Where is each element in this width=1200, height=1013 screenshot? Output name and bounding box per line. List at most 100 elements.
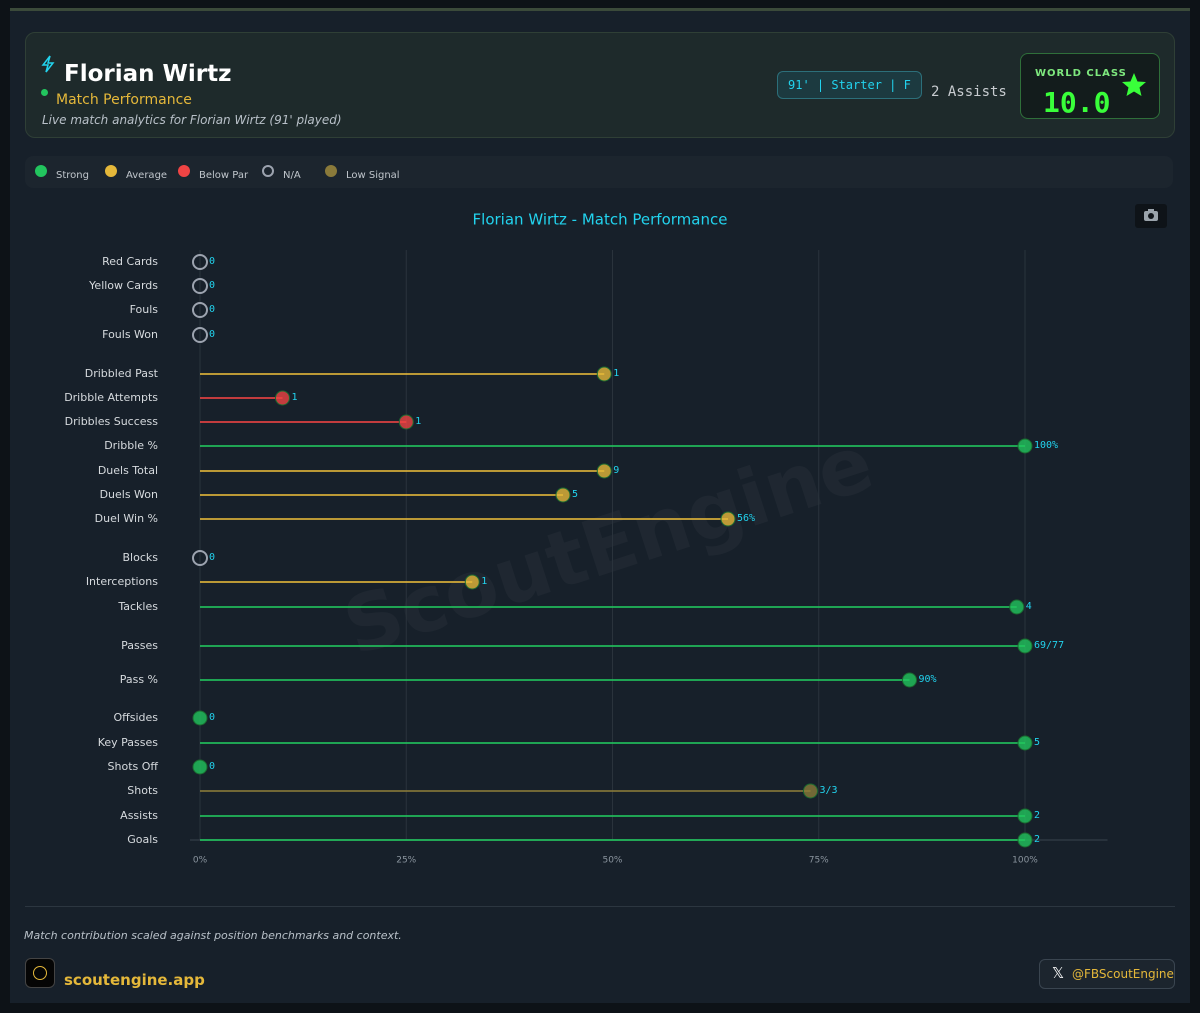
legend-label: Average [126, 170, 168, 181]
legend-swatch [35, 165, 47, 177]
stat-label: 1 [613, 368, 619, 379]
dot [464, 574, 480, 590]
legend-label: Below Par [199, 170, 249, 181]
legend-swatch [262, 165, 274, 177]
stat-label: 3/3 [820, 785, 838, 796]
stat-label: 1 [292, 392, 298, 403]
y-tick-label: Goals [127, 833, 158, 846]
y-tick-label: Shots Off [108, 760, 159, 773]
y-tick-label: Dribbles Success [65, 415, 159, 428]
stat-label: 5 [1034, 737, 1040, 748]
x-tick-label: 75% [809, 856, 829, 866]
dot [1017, 832, 1033, 848]
live-dot [41, 89, 48, 96]
stat-label: 2 [1034, 834, 1040, 845]
header-card: Florian Wirtz Match Performance Live mat… [25, 32, 1175, 138]
dot [596, 366, 612, 382]
y-tick-label: Red Cards [102, 255, 158, 268]
y-tick-label: Pass % [120, 673, 158, 686]
dot [192, 550, 208, 566]
dot [1017, 735, 1033, 751]
y-tick-label: Dribble % [104, 439, 158, 452]
y-tick-label: Fouls Won [102, 328, 158, 341]
dot [555, 487, 571, 503]
x-icon: 𝕏 [1052, 964, 1065, 982]
stat-label: 0 [209, 304, 215, 315]
y-tick-label: Passes [121, 639, 158, 652]
bolt-icon [41, 55, 55, 73]
stat-label: 2 [1034, 810, 1040, 821]
dot [398, 414, 414, 430]
stat-label: 0 [209, 761, 215, 772]
y-tick-label: Duel Win % [95, 512, 158, 525]
player-name: Florian Wirtz [64, 61, 232, 87]
stat-label: 9 [613, 465, 619, 476]
handle-text: @FBScoutEngine [1072, 967, 1174, 981]
rating: 10.0 [1043, 86, 1111, 119]
dot [1017, 638, 1033, 654]
dot [192, 302, 208, 318]
legend-label: Low Signal [346, 170, 400, 181]
dot [596, 463, 612, 479]
stat-label: 0 [209, 329, 215, 340]
stat-label: 0 [209, 256, 215, 267]
stat-label: 0 [209, 552, 215, 563]
match-badge: 91' | Starter | F [777, 71, 922, 99]
stat-label: 1 [415, 416, 421, 427]
y-tick-label: Tackles [117, 600, 158, 613]
site-link[interactable]: scoutengine.app [64, 971, 205, 989]
stat-label: 0 [209, 280, 215, 291]
legend-label: N/A [283, 170, 301, 181]
y-tick-label: Interceptions [86, 575, 158, 588]
stat-label: 90% [919, 674, 937, 685]
stat-label: 56% [737, 513, 755, 524]
legend-swatch [178, 165, 190, 177]
dot [275, 390, 290, 406]
camera-button[interactable] [1135, 204, 1167, 228]
y-tick-label: Offsides [113, 711, 158, 724]
logo [25, 958, 55, 988]
y-tick-label: Yellow Cards [88, 279, 158, 292]
dot [1017, 808, 1033, 824]
stat-label: 69/77 [1034, 640, 1064, 651]
dot [902, 672, 917, 688]
legend-swatch [325, 165, 337, 177]
stat-label: 5 [572, 489, 578, 500]
x-tick-label: 100% [1012, 856, 1038, 866]
dot [803, 783, 818, 799]
stat-label: 1 [481, 576, 487, 587]
x-tick-label: 0% [193, 856, 208, 866]
y-tick-label: Dribbled Past [85, 367, 159, 380]
dot [192, 759, 208, 775]
rating-card: WORLD CLASS 10.0 [1020, 53, 1160, 119]
y-tick-label: Blocks [123, 551, 159, 564]
social-handle[interactable]: 𝕏 @FBScoutEngine [1039, 959, 1175, 989]
dot [192, 710, 208, 726]
y-tick-label: Duels Won [100, 488, 158, 501]
dot [720, 511, 736, 527]
y-tick-label: Assists [120, 809, 158, 822]
dot [192, 254, 208, 270]
y-tick-label: Fouls [130, 303, 159, 316]
stat-label: 100% [1034, 440, 1058, 451]
legend: Strong Average Below Par N/A Low Signal [25, 156, 1173, 188]
y-tick-label: Key Passes [98, 736, 159, 749]
divider [25, 906, 1175, 907]
subtitle: Match Performance [56, 92, 192, 108]
footer-note: Match contribution scaled against positi… [24, 929, 402, 942]
stat-label: 4 [1026, 601, 1032, 612]
y-tick-label: Dribble Attempts [64, 391, 158, 404]
y-tick-label: Shots [127, 784, 158, 797]
dot [192, 327, 208, 343]
rating-label: WORLD CLASS [1035, 68, 1127, 79]
x-tick-label: 50% [602, 856, 622, 866]
y-tick-label: Duels Total [98, 464, 158, 477]
legend-label: Strong [56, 170, 89, 181]
description: Live match analytics for Florian Wirtz (… [42, 113, 342, 127]
dot [1017, 438, 1033, 454]
dot [192, 278, 208, 294]
stat-label: 0 [209, 712, 215, 723]
star-icon [1122, 73, 1146, 96]
x-tick-label: 25% [396, 856, 416, 866]
